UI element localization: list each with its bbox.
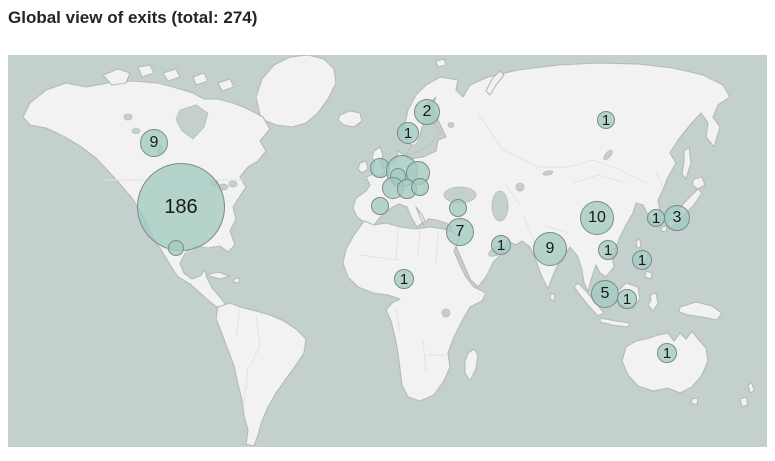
bubble-count-label: 1 [601,111,611,129]
exit-bubble-egypt[interactable]: 7 [446,218,474,246]
bubble-count-label: 5 [600,285,610,302]
exit-bubble-mexico[interactable] [168,240,184,256]
bubble-count-label: 1 [637,251,647,269]
bubble-count-label: 7 [455,223,465,240]
exit-bubble-arabia[interactable]: 1 [491,235,511,255]
bubble-count-label: 1 [603,241,613,259]
bubble-count-label: 1 [403,124,413,142]
bubble-count-label: 1 [622,290,632,308]
exit-bubble-nigeria[interactable]: 1 [394,269,414,289]
exit-bubble-india[interactable]: 9 [533,232,567,266]
exit-bubble-korea[interactable]: 1 [647,209,665,227]
exit-bubble-australia[interactable]: 1 [657,343,677,363]
exit-bubble-norway[interactable]: 1 [397,122,419,144]
exit-bubble-russia[interactable]: 1 [597,111,615,129]
exit-bubble-china[interactable]: 10 [580,201,614,235]
exit-bubble-indonesia-2[interactable]: 1 [617,289,637,309]
world-map[interactable]: 9 186 1 2 7 1 9 1 10 1 3 1 1 5 1 1 1 [8,55,767,447]
bubble-count-label: 2 [422,103,432,120]
exit-bubble-indonesia[interactable]: 5 [591,280,619,308]
bubble-count-label: 3 [672,209,682,226]
exit-bubble-spain[interactable] [371,197,389,215]
exit-bubble-europe-6[interactable] [411,178,429,196]
bubble-count-label: 1 [662,344,672,362]
bubble-count-label: 10 [588,209,606,226]
bubble-count-label: 1 [399,270,409,288]
exit-bubble-canada[interactable]: 9 [140,129,168,157]
map-land [22,55,755,447]
exit-bubble-turkey[interactable] [449,199,467,217]
exit-bubble-vietnam[interactable]: 1 [598,240,618,260]
bubble-count-label: 9 [545,240,555,257]
bubble-layer: 9 186 1 2 7 1 9 1 10 1 3 1 1 5 1 1 1 [8,55,767,447]
exit-bubble-usa[interactable]: 186 [137,163,225,251]
bubble-count-label: 9 [149,134,159,151]
bubble-count-label: 1 [496,236,506,254]
page-title: Global view of exits (total: 274) [8,8,258,27]
exit-bubble-philippines[interactable]: 1 [632,250,652,270]
bubble-count-label: 186 [164,196,198,218]
exit-bubble-japan[interactable]: 3 [664,205,690,231]
bubble-count-label: 1 [651,209,661,227]
exit-bubble-sweden[interactable]: 2 [414,99,440,125]
